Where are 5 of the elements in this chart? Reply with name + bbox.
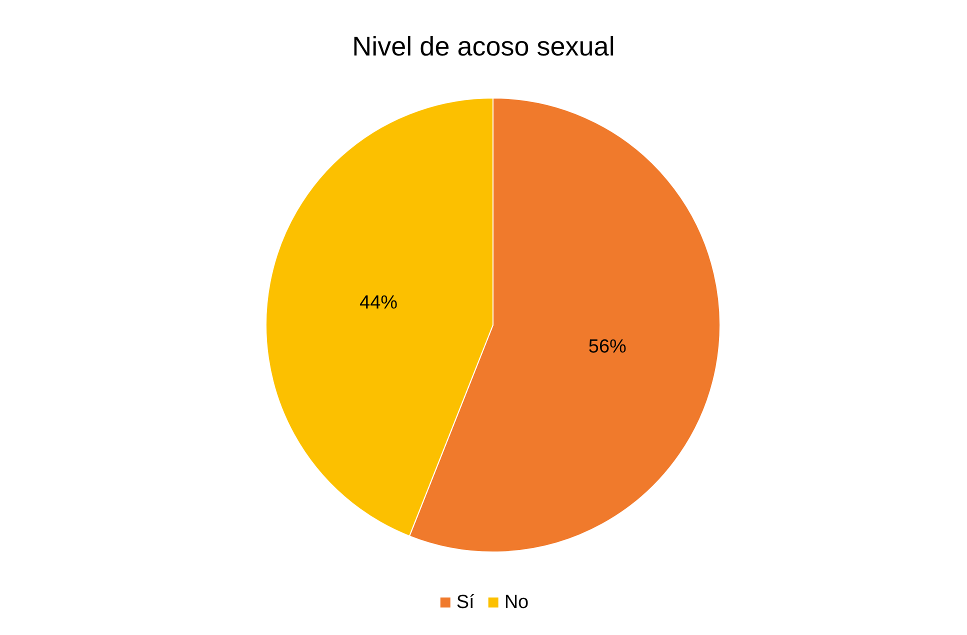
legend-label: No (504, 592, 529, 613)
data-label: 56% (588, 336, 627, 358)
chart-title: Nivel de acoso sexual (352, 32, 615, 62)
data-label: 44% (360, 292, 398, 314)
legend-label: Sí (456, 592, 476, 613)
